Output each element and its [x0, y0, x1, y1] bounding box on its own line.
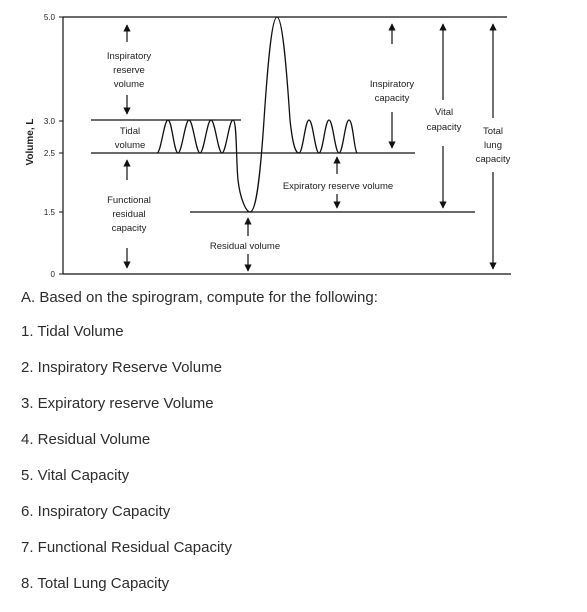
label-inspiratory-reserve-volume: Inspiratory reserve volume — [107, 51, 152, 90]
frc-line-3: capacity — [112, 223, 147, 234]
vc-line-1: Vital — [435, 107, 453, 118]
list-item: 1. Tidal Volume — [21, 323, 124, 340]
tlc-line-1: Total — [483, 126, 503, 137]
tlc-line-2: lung — [484, 140, 502, 151]
list-item: 6. Inspiratory Capacity — [21, 503, 171, 520]
list-item: 7. Functional Residual Capacity — [21, 539, 232, 556]
tick-label-1-5: 1.5 — [44, 208, 56, 217]
list-item: 8. Total Lung Capacity — [21, 575, 170, 592]
list-item: 4. Residual Volume — [21, 431, 151, 448]
ic-line-1: Inspiratory — [370, 79, 415, 90]
y-axis-label: Volume, L — [25, 118, 36, 165]
label-tidal-volume: Tidal volume — [115, 126, 146, 151]
question-list: 1. Tidal Volume 2. Inspiratory Reserve V… — [21, 322, 581, 594]
irv-line-1: Inspiratory — [107, 51, 152, 62]
spirogram-diagram: Volume, L 5.0 3.0 2.5 1.5 0 Inspiratory … — [25, 13, 511, 279]
frc-line-2: residual — [112, 209, 145, 220]
irv-line-2: reserve — [113, 65, 145, 76]
tidal-line-2: volume — [115, 140, 146, 151]
irv-line-3: volume — [114, 79, 145, 90]
question-prompt: A. Based on the spirogram, compute for t… — [21, 289, 378, 306]
tlc-line-3: capacity — [476, 154, 511, 165]
label-total-lung-capacity: Total lung capacity — [476, 126, 511, 165]
spirogram-trace — [156, 16, 358, 213]
ic-line-2: capacity — [375, 93, 410, 104]
label-residual-volume: Residual volume — [210, 241, 280, 252]
question-block: A. Based on the spirogram, compute for t… — [21, 288, 581, 610]
label-expiratory-reserve-volume: Expiratory reserve volume — [283, 181, 393, 192]
tick-label-0: 0 — [51, 270, 56, 279]
list-item: 2. Inspiratory Reserve Volume — [21, 359, 222, 376]
tick-label-2-5: 2.5 — [44, 149, 56, 158]
list-item: 5. Vital Capacity — [21, 467, 130, 484]
list-item: 3. Expiratory reserve Volume — [21, 395, 214, 412]
label-functional-residual-capacity: Functional residual capacity — [107, 195, 151, 234]
label-inspiratory-capacity: Inspiratory capacity — [370, 79, 415, 104]
vc-line-2: capacity — [427, 122, 462, 133]
tidal-line-1: Tidal — [120, 126, 140, 137]
tick-label-5: 5.0 — [44, 13, 56, 22]
tick-label-3: 3.0 — [44, 117, 56, 126]
frc-line-1: Functional — [107, 195, 151, 206]
label-vital-capacity: Vital capacity — [427, 107, 462, 133]
